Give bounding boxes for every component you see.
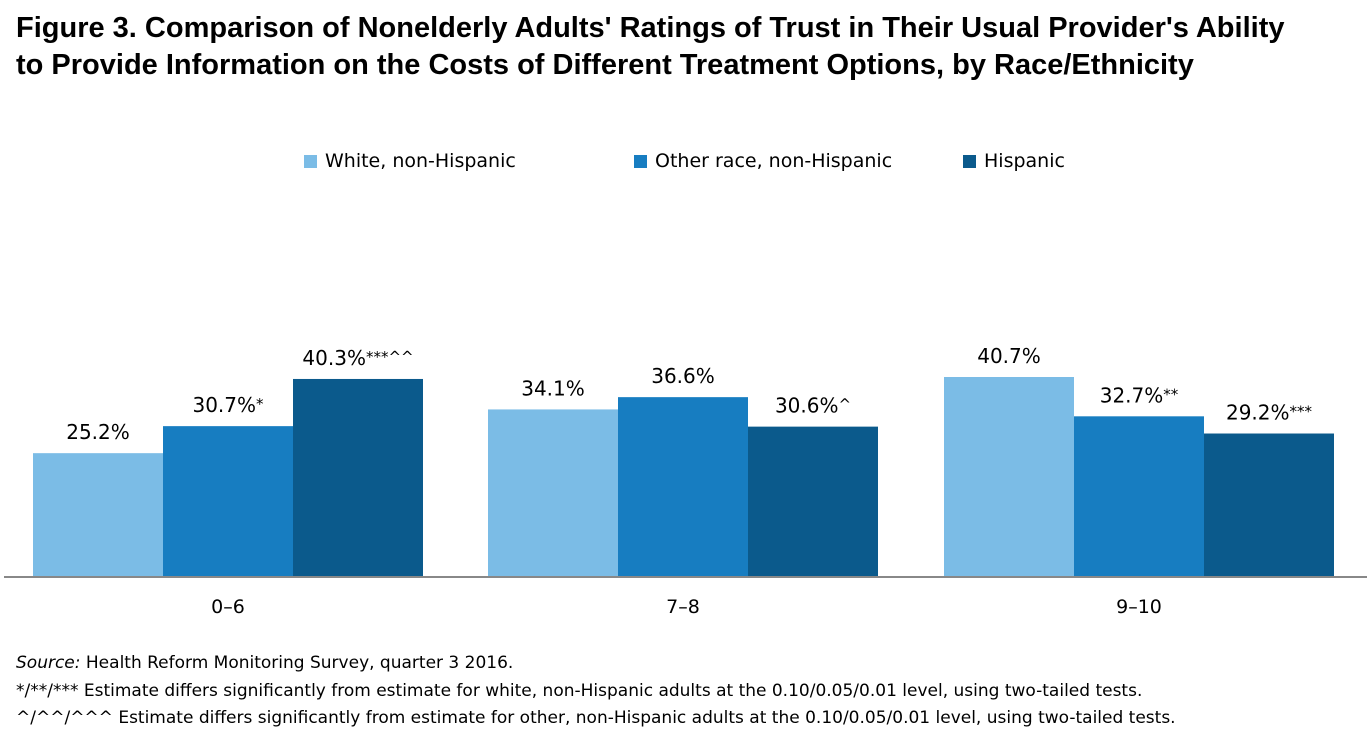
legend-label: Other race, non-Hispanic [655, 150, 893, 172]
category-label: 7–8 [666, 596, 700, 618]
bar-chart: 25.2% 30.7%* 40.3%***^^ 0–6 34.1% 36.6% 30.6%^… [4, 344, 1367, 618]
data-label: 36.6% [651, 364, 715, 388]
legend-swatch [304, 154, 317, 168]
data-label: 25.2% [66, 420, 130, 444]
bar [748, 426, 878, 577]
footnote-white: */**/*** Estimate differs significantly … [16, 681, 1143, 701]
chart-title: Figure 3. Comparison of Nonelderly Adult… [16, 12, 1285, 81]
category-label: 9–10 [1116, 596, 1162, 618]
bar [618, 397, 748, 577]
data-label: 29.2%*** [1226, 401, 1313, 425]
data-label: 30.7%* [192, 393, 264, 417]
legend-item-other: Other race, non-Hispanic [634, 150, 892, 172]
data-label: 34.1% [521, 376, 585, 400]
legend-label: Hispanic [984, 150, 1065, 172]
data-label: 40.3%***^^ [302, 346, 413, 370]
bar [163, 426, 293, 577]
data-label: 40.7% [977, 344, 1041, 368]
legend-item-hispanic: Hispanic [963, 150, 1065, 172]
source-note: Source: Health Reform Monitoring Survey,… [16, 653, 513, 673]
legend-swatch [963, 154, 976, 168]
category-label: 0–6 [211, 596, 245, 618]
bar [1204, 433, 1334, 577]
data-label: 32.7%** [1100, 383, 1179, 407]
source-label: Source: [16, 653, 81, 673]
bar [944, 377, 1074, 577]
legend-label: White, non-Hispanic [325, 150, 516, 172]
legend-swatch [634, 154, 647, 168]
bar [293, 378, 423, 577]
source-text: Health Reform Monitoring Survey, quarter… [80, 653, 514, 673]
footnote-other: ^/^^/^^^ Estimate differs significantly … [16, 708, 1176, 728]
bar [33, 453, 163, 577]
bar [488, 409, 618, 577]
legend-item-white: White, non-Hispanic [304, 150, 516, 172]
bar [1074, 416, 1204, 577]
data-label: 30.6%^ [775, 394, 851, 418]
